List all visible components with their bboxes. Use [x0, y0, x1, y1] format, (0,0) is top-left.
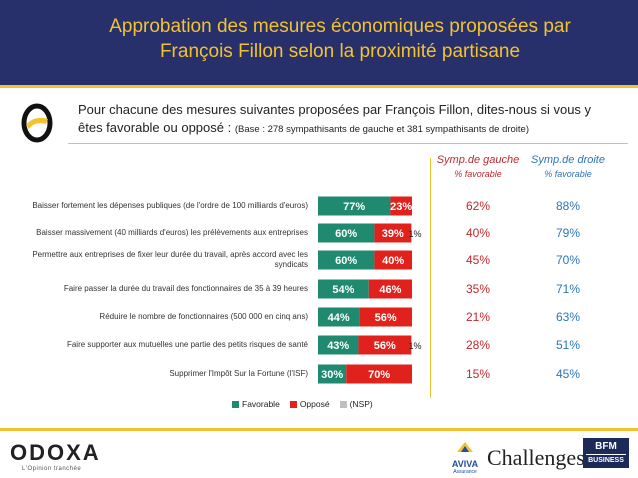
question-base: (Base : 278 sympathisants de gauche et 3… — [234, 124, 530, 135]
legend-label-nsp: (NSP) — [349, 399, 373, 409]
bar-value-label: 1% — [408, 229, 421, 239]
legend-label-oppose: Opposé — [299, 399, 330, 409]
bar-oppose — [368, 279, 412, 299]
bar-value-label: 77% — [343, 201, 365, 213]
aviva-name: AVIVA — [451, 459, 479, 469]
aviva-logo: AVIVA Assurance — [448, 440, 482, 475]
bar-favorable — [318, 307, 360, 327]
bfm-business-logo: BFM BUSINESS — [583, 438, 629, 468]
bar-value-label: 30% — [321, 369, 343, 381]
title-line-2: François Fillon selon la proximité parti… — [159, 41, 521, 62]
column-head-droite: Symp.de droite % favorable — [518, 153, 618, 181]
legend-item-oppose: Opposé — [289, 399, 330, 409]
question-divider — [68, 143, 628, 144]
question-main: Pour chacune des mesures suivantes propo… — [78, 102, 592, 135]
bar-value-label: 43% — [327, 340, 349, 352]
legend-swatch-oppose — [289, 400, 297, 408]
gauche-title: Symp.de gauche — [436, 154, 520, 166]
row-label: Faire supporter aux mutuelles une partie… — [66, 340, 308, 349]
bar-favorable — [318, 223, 375, 243]
header-divider — [0, 85, 638, 88]
bfm-line2: BUSINESS — [586, 454, 626, 467]
bar-favorable — [318, 279, 369, 299]
column-head-gauche: Symp.de gauche % favorable — [428, 153, 528, 181]
bar-favorable — [318, 250, 375, 270]
droite-percent: 45% — [555, 367, 581, 381]
bar-value-label: 23% — [390, 201, 412, 213]
gauche-percent: 21% — [465, 310, 491, 324]
chart-legend: Favorable Opposé (NSP) — [232, 399, 373, 409]
row-label: Supprimer l'Impôt Sur la Fortune (l'ISF) — [169, 369, 308, 378]
bar-nsp — [411, 223, 412, 243]
column-divider — [430, 158, 431, 398]
legend-item-favorable: Favorable — [232, 399, 280, 409]
bar-value-label: 60% — [335, 255, 357, 267]
row-label: Baisser massivement (40 milliards d'euro… — [36, 228, 308, 237]
challenges-logo: Challenges — [487, 445, 585, 470]
odoxa-tagline: L'Opinion tranchée — [22, 466, 82, 472]
droite-percent: 79% — [555, 226, 581, 240]
gauche-percent: 28% — [465, 338, 491, 352]
legend-swatch-favorable — [232, 400, 239, 408]
bar-value-label: 44% — [328, 312, 350, 324]
bar-oppose — [358, 335, 412, 355]
row-label: Baisser fortement les dépenses publiques… — [32, 201, 308, 210]
row-label: Permettre aux entreprises de fixer leur … — [32, 250, 308, 269]
bar-value-label: 40% — [382, 255, 404, 267]
bar-oppose — [346, 364, 412, 384]
bar-value-label: 60% — [335, 228, 357, 240]
droite-percent: 70% — [555, 253, 581, 267]
bar-oppose — [390, 196, 412, 216]
row-label: Réduire le nombre de fonctionnaires (500… — [99, 312, 308, 321]
odoxa-logo-icon — [20, 103, 54, 148]
legend-swatch-nsp — [339, 400, 347, 408]
bar-value-label: 70% — [368, 369, 390, 381]
header-banner: Approbation des mesures économiques prop… — [0, 0, 638, 85]
aviva-sub: Assurance — [453, 469, 477, 475]
footer-divider — [0, 428, 638, 431]
droite-sub: % favorable — [544, 169, 592, 179]
droite-title: Symp.de droite — [531, 154, 605, 166]
legend-item-nsp: (NSP) — [339, 399, 373, 409]
gauche-percent: 62% — [465, 199, 491, 213]
droite-percent: 88% — [555, 199, 581, 213]
bar-favorable — [318, 335, 359, 355]
bar-favorable — [318, 196, 391, 216]
gauche-percent: 35% — [465, 282, 491, 296]
bar-value-label: 1% — [408, 341, 421, 351]
title-line-1: Approbation des mesures économiques prop… — [109, 16, 571, 37]
gauche-percent: 15% — [465, 367, 491, 381]
gauche-percent: 40% — [465, 226, 491, 240]
bar-value-label: 46% — [379, 284, 401, 296]
bar-oppose — [374, 223, 412, 243]
bar-value-label: 56% — [375, 312, 397, 324]
bar-nsp — [411, 335, 412, 355]
bar-value-label: 39% — [382, 228, 404, 240]
bfm-line1: BFM — [595, 441, 617, 452]
droite-percent: 51% — [555, 338, 581, 352]
row-label: Faire passer la durée du travail des fon… — [63, 284, 308, 293]
legend-label-favorable: Favorable — [242, 399, 280, 409]
bar-oppose — [374, 250, 412, 270]
page-title: Approbation des mesures économiques prop… — [60, 14, 620, 64]
question-text: Pour chacune des mesures suivantes propo… — [78, 101, 618, 139]
gauche-percent: 45% — [465, 253, 491, 267]
droite-percent: 63% — [555, 310, 581, 324]
droite-percent: 71% — [555, 282, 581, 296]
bar-value-label: 56% — [374, 340, 396, 352]
bar-value-label: 54% — [332, 284, 354, 296]
odoxa-wordmark: ODOXA — [10, 440, 101, 465]
gauche-sub: % favorable — [454, 169, 502, 179]
aviva-bird-icon — [457, 442, 473, 452]
bar-oppose — [359, 307, 412, 327]
bar-favorable — [318, 364, 347, 384]
